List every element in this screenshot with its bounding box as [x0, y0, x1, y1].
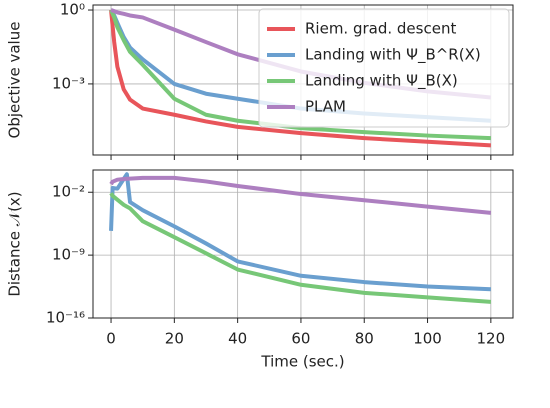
y-tick-label: 10⁻¹⁶ — [46, 309, 85, 327]
y-tick-label: 10⁻² — [52, 183, 85, 201]
legend-label: Landing with Ψ_B^R(X) — [305, 46, 481, 65]
x-tick-label: 120 — [477, 330, 506, 348]
legend-label: Riem. grad. descent — [305, 20, 456, 38]
legend-label: Landing with Ψ_B(X) — [305, 72, 458, 91]
x-axis-label: Time (sec.) — [260, 353, 344, 371]
y-axis-label: Distance 𝒩(x) — [6, 191, 24, 296]
y-tick-label: 10⁰ — [60, 1, 85, 19]
series-line — [109, 9, 491, 148]
x-tick-label: 20 — [165, 330, 184, 348]
x-tick-label: 60 — [291, 330, 310, 348]
x-tick-label: 80 — [355, 330, 374, 348]
series-line — [109, 9, 491, 141]
y-axis-label: Objective value — [6, 22, 24, 139]
series-line — [109, 172, 491, 292]
y-tick-label: 10⁻³ — [52, 74, 85, 92]
y-tick-label: 10⁻⁹ — [52, 246, 85, 264]
x-tick-label: 0 — [106, 330, 116, 348]
legend-label: PLAM — [305, 98, 346, 116]
axes-frame — [92, 4, 514, 156]
x-tick-label: 100 — [413, 330, 442, 348]
series-line — [109, 192, 491, 304]
axes-frame — [92, 169, 514, 319]
series-line — [109, 175, 492, 215]
legend-box — [258, 8, 510, 128]
x-tick-label: 40 — [228, 330, 247, 348]
